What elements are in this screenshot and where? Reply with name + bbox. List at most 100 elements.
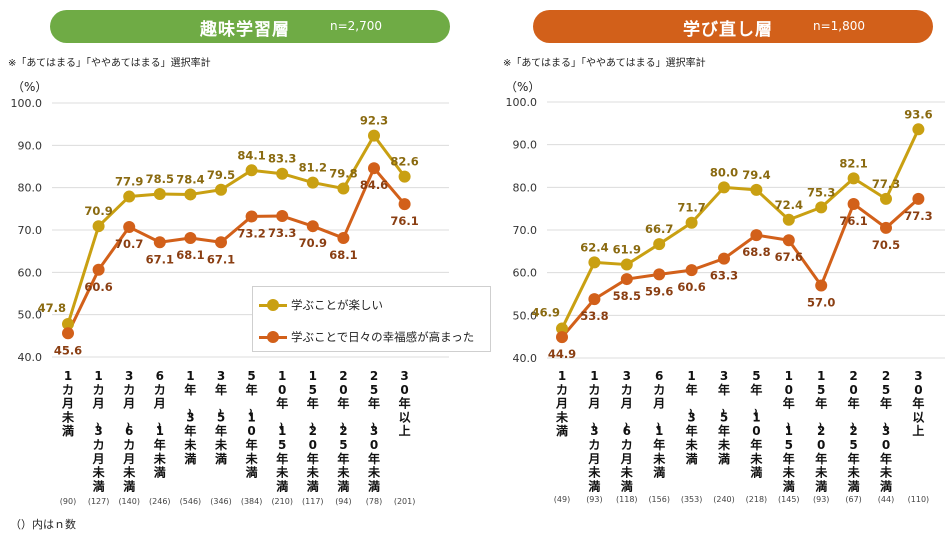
data-point <box>718 252 730 265</box>
data-label: 70.9 <box>299 236 327 250</box>
data-point <box>912 192 925 205</box>
x-tick-label: 5 年~1 0 年未満 <box>748 369 762 480</box>
x-tick-label: 2 5 年~3 0 年未満 <box>878 369 892 493</box>
sample-count-label: (67) <box>845 495 861 504</box>
data-point <box>337 182 350 195</box>
y-tick-label: 40.0 <box>513 352 538 365</box>
sample-count-label: (93) <box>813 495 829 504</box>
data-point <box>62 327 74 340</box>
x-tick-label: 1 カ月未満 <box>61 369 74 438</box>
sample-count-label: (117) <box>302 497 324 506</box>
data-label: 72.4 <box>775 198 803 212</box>
sample-count-label: (145) <box>778 495 800 504</box>
sample-count-label: (353) <box>681 495 703 504</box>
data-point <box>556 331 568 344</box>
legend-label: 学ぶことが楽しい <box>291 298 383 312</box>
data-point <box>847 172 860 185</box>
data-point <box>782 234 795 247</box>
data-point <box>685 264 698 277</box>
data-point <box>184 232 197 245</box>
data-point <box>653 238 666 251</box>
sample-count-label: (90) <box>60 497 76 506</box>
data-label: 61.9 <box>613 243 641 257</box>
data-point <box>750 229 763 242</box>
data-label: 77.3 <box>904 209 932 223</box>
data-label: 44.9 <box>548 347 576 361</box>
chart-legend: 学ぶことが楽しい 学ぶことで日々の幸福感が高まった <box>252 286 491 352</box>
data-label: 47.8 <box>38 301 66 315</box>
sample-count-label: (78) <box>366 497 382 506</box>
sample-count-label: (94) <box>335 497 351 506</box>
y-tick-label: 80.0 <box>513 181 538 194</box>
data-point <box>750 183 763 196</box>
line-chart: （%） 100.0 90.0 80.0 70.0 60.0 50.0 40.0 47.8 70.9… <box>11 80 449 506</box>
sample-count-label: (201) <box>394 497 416 506</box>
data-point <box>123 221 136 234</box>
data-label: 66.7 <box>645 222 673 236</box>
data-label: 82.1 <box>839 156 867 170</box>
chart-panel-relearners: 学び直し層 n=1,800 ※「あてはまる」「ややあてはまる」選択率計 （%） 1… <box>475 0 950 540</box>
data-point <box>123 190 136 203</box>
data-point <box>398 170 411 183</box>
data-point <box>245 164 258 177</box>
x-tick-label: 2 0 年~2 5 年未満 <box>846 369 860 493</box>
data-label: 79.5 <box>207 168 235 182</box>
data-point <box>880 221 892 234</box>
data-point <box>184 188 197 201</box>
data-label: 45.6 <box>54 343 82 357</box>
y-tick-label: 50.0 <box>18 309 43 322</box>
data-label: 84.1 <box>237 148 265 162</box>
data-label: 70.9 <box>84 204 112 218</box>
data-label: 73.2 <box>237 226 265 240</box>
data-point <box>685 216 698 229</box>
x-tick-label: 1 年~3 年未満 <box>182 369 196 466</box>
x-tick-label: 1 5 年~2 0 年未満 <box>813 369 827 493</box>
data-label: 68.1 <box>329 248 357 262</box>
series-line <box>66 166 406 334</box>
data-point <box>588 293 601 306</box>
data-label: 79.4 <box>742 168 770 182</box>
x-tick-label: 1 カ月~3 カ月未満 <box>91 369 105 493</box>
y-tick-label: 60.0 <box>513 267 538 280</box>
x-tick-label: 6 カ月~1 年未満 <box>152 369 166 480</box>
sample-count-label: (140) <box>118 497 140 506</box>
x-tick-label: 3 年~5 年未満 <box>213 369 227 466</box>
data-label: 77.9 <box>115 175 143 189</box>
sample-count-label: (110) <box>908 495 930 504</box>
sample-count-label: (240) <box>713 495 735 504</box>
y-tick-label: 70.0 <box>18 224 43 237</box>
x-tick-label: 1 カ月未満 <box>555 369 568 438</box>
sample-count-label: (44) <box>878 495 894 504</box>
x-tick-label: 3 年~5 年未満 <box>716 369 730 466</box>
data-label: 46.9 <box>532 306 560 320</box>
series-line <box>560 197 920 339</box>
x-tick-label: 3 カ月~6 カ月未満 <box>121 369 135 493</box>
data-point <box>153 188 166 201</box>
sample-size: n=1,800 <box>813 19 866 33</box>
data-label: 57.0 <box>807 295 835 309</box>
data-point <box>556 322 568 335</box>
data-point <box>398 198 411 211</box>
y-tick-label: 90.0 <box>18 139 43 152</box>
data-label: 80.0 <box>710 165 738 179</box>
data-point <box>62 317 74 330</box>
data-label: 63.3 <box>710 269 738 283</box>
sample-count-label: (218) <box>746 495 768 504</box>
x-tick-label: 2 0 年~2 5 年未満 <box>335 369 349 493</box>
data-point <box>815 279 828 292</box>
data-point <box>718 181 730 194</box>
data-point <box>368 129 380 142</box>
data-label: 93.6 <box>904 107 932 121</box>
data-point <box>153 236 166 249</box>
x-tick-label: 3 カ月~6 カ月未満 <box>619 369 633 493</box>
data-point <box>215 183 227 196</box>
x-tick-label: 1 年~3 年未満 <box>684 369 698 466</box>
y-axis-label: （%） <box>505 80 540 94</box>
chart-panel-hobby-learners: 趣味学習層 n=2,700 ※「あてはまる」「ややあてはまる」選択率計 （%） 1… <box>8 10 491 531</box>
data-point <box>653 268 666 281</box>
data-label: 79.8 <box>329 167 357 181</box>
y-tick-label: 50.0 <box>513 309 538 322</box>
sample-count-label: (210) <box>271 497 293 506</box>
data-label: 59.6 <box>645 284 673 298</box>
y-tick-label: 70.0 <box>513 224 538 237</box>
